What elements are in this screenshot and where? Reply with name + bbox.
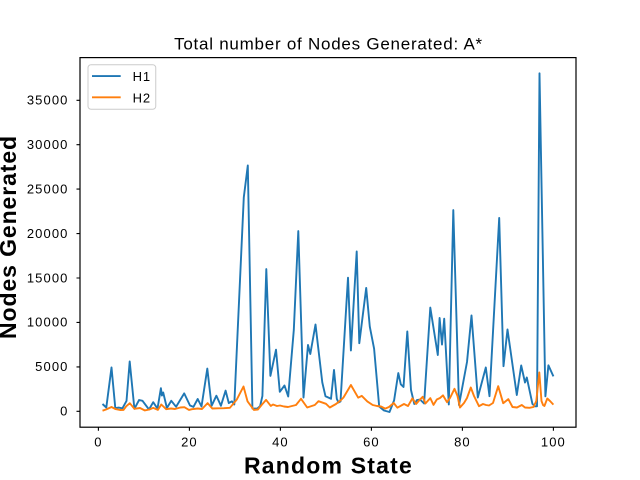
svg-text:35000: 35000 xyxy=(27,93,69,108)
svg-text:25000: 25000 xyxy=(27,181,69,196)
svg-text:Random State: Random State xyxy=(244,453,413,479)
svg-text:H2: H2 xyxy=(133,90,151,105)
svg-text:5000: 5000 xyxy=(35,359,68,374)
svg-text:10000: 10000 xyxy=(27,315,69,330)
svg-text:0: 0 xyxy=(60,404,68,419)
svg-text:100: 100 xyxy=(541,435,566,450)
svg-text:20000: 20000 xyxy=(27,226,69,241)
svg-text:80: 80 xyxy=(454,435,471,450)
svg-text:Total number of Nodes Generate: Total number of Nodes Generated: A* xyxy=(174,35,483,54)
svg-text:60: 60 xyxy=(363,435,380,450)
svg-text:H1: H1 xyxy=(133,69,151,84)
svg-text:0: 0 xyxy=(94,435,102,450)
svg-text:40: 40 xyxy=(272,435,289,450)
svg-text:Nodes Generated: Nodes Generated xyxy=(0,135,21,339)
svg-text:30000: 30000 xyxy=(27,137,69,152)
svg-text:20: 20 xyxy=(181,435,198,450)
svg-text:15000: 15000 xyxy=(27,270,69,285)
